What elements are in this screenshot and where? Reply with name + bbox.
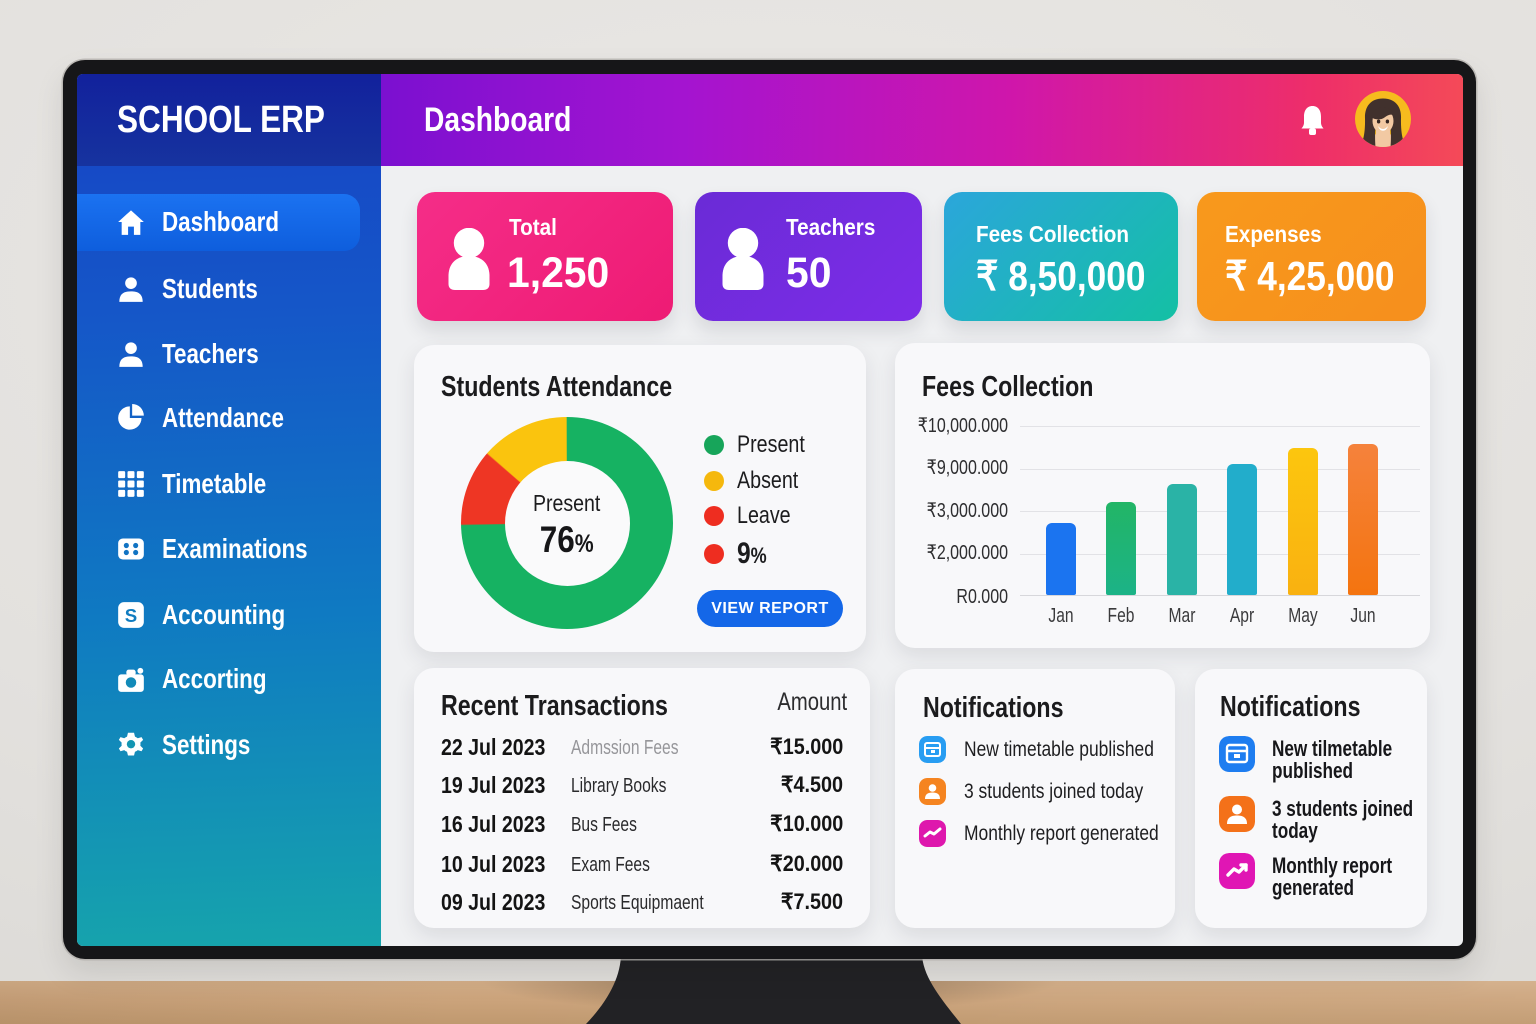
svg-text:S: S — [125, 605, 137, 626]
